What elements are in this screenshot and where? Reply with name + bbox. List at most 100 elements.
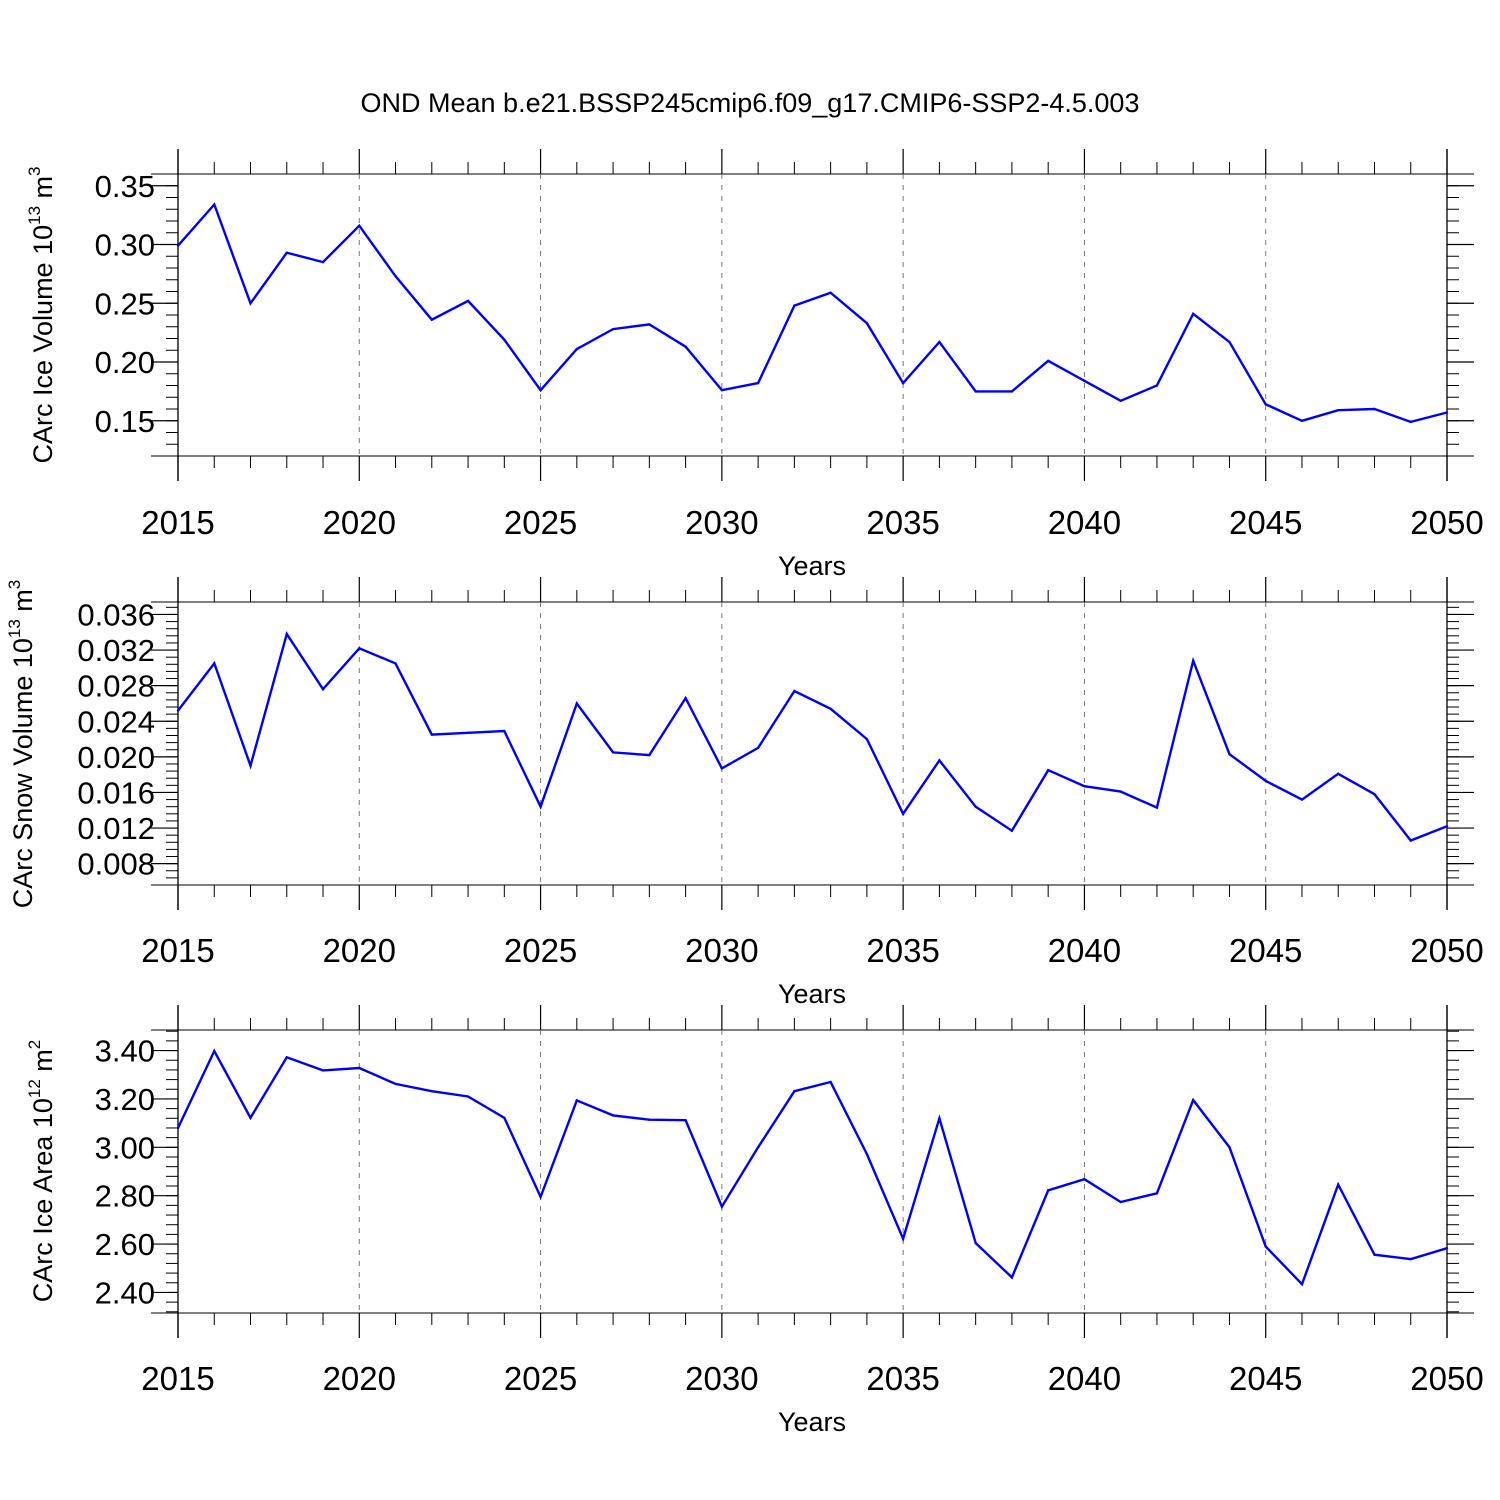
y-axis-label-prefix: CArc Snow Volume 10 xyxy=(8,638,38,908)
data-point xyxy=(648,1118,651,1121)
x-tick-label: 2015 xyxy=(141,504,214,541)
data-point xyxy=(1228,1146,1231,1149)
data-point xyxy=(249,1116,252,1120)
data-point xyxy=(1083,1178,1086,1181)
data-point xyxy=(1445,1246,1449,1250)
y-axis-label-unit-exponent: 3 xyxy=(5,580,24,589)
chart-panel-2: 2015 2020 2025 2030 2035 2040 2045 2050 Years 0.0… xyxy=(5,577,1484,1009)
y-tick-label: 0.024 xyxy=(77,704,155,739)
data-point xyxy=(1119,790,1122,793)
data-point xyxy=(394,1082,397,1086)
y-tick-label: 3.40 xyxy=(95,1034,155,1069)
data-point xyxy=(829,291,832,294)
data-point xyxy=(1046,768,1050,772)
data-point xyxy=(901,381,905,385)
data-point xyxy=(503,729,506,733)
data-point xyxy=(503,1116,506,1120)
data-point xyxy=(430,1089,433,1093)
x-tick-label: 2025 xyxy=(504,504,577,541)
x-tick-label: 2035 xyxy=(866,932,939,969)
data-point xyxy=(176,1126,180,1130)
y-tick-label: 0.008 xyxy=(77,847,155,882)
data-point xyxy=(684,696,687,700)
data-point xyxy=(611,751,615,754)
y-tick-label: 0.012 xyxy=(77,811,155,846)
x-tick-label: 2045 xyxy=(1229,504,1302,541)
x-axis-label: Years xyxy=(778,979,846,1009)
data-point xyxy=(176,709,180,712)
data-point xyxy=(756,1146,760,1149)
data-point xyxy=(249,764,252,767)
data-point xyxy=(720,389,724,392)
data-point xyxy=(249,302,252,305)
series-line-ice-area xyxy=(176,1048,1448,1287)
data-point xyxy=(648,323,651,326)
data-point xyxy=(865,322,869,325)
x-tick-label: 2040 xyxy=(1048,932,1121,969)
x-tick-label: 2035 xyxy=(866,504,939,541)
data-point xyxy=(285,1056,288,1059)
data-point xyxy=(1264,779,1267,783)
data-point xyxy=(1192,312,1195,316)
data-point xyxy=(321,688,325,691)
y-axis-label-prefix: CArc Ice Volume 10 xyxy=(28,225,58,464)
data-point xyxy=(938,340,941,344)
data-point xyxy=(539,805,542,808)
data-point xyxy=(1155,1192,1159,1195)
x-tick-label: 2025 xyxy=(504,932,577,969)
data-point xyxy=(1010,829,1014,832)
data-point xyxy=(1228,340,1231,344)
y-tick-label: 0.25 xyxy=(95,286,155,321)
data-point xyxy=(1300,798,1304,801)
x-tick-label: 2020 xyxy=(323,504,396,541)
data-point xyxy=(1046,359,1050,363)
x-axis-label: Years xyxy=(778,1407,846,1437)
data-point xyxy=(1192,1098,1195,1102)
data-point xyxy=(1264,403,1267,406)
y-tick-label: 0.032 xyxy=(77,633,155,668)
data-point xyxy=(1300,1283,1304,1286)
data-point xyxy=(466,1095,470,1098)
data-point xyxy=(213,662,216,665)
x-tick-label: 2040 xyxy=(1048,1360,1121,1397)
x-tick-label: 2045 xyxy=(1229,1360,1302,1397)
data-point xyxy=(1409,839,1412,842)
data-point xyxy=(974,390,977,393)
x-tick-label: 2030 xyxy=(685,932,758,969)
data-point xyxy=(901,812,905,816)
y-axis-label: CArc Ice Volume 1013 m3 xyxy=(25,166,58,463)
y-tick-label: 0.020 xyxy=(77,740,155,775)
data-point xyxy=(756,381,760,385)
x-tick-label: 2050 xyxy=(1410,504,1483,541)
data-point xyxy=(1119,399,1122,402)
data-point xyxy=(358,1066,361,1070)
data-point xyxy=(1337,408,1340,412)
data-point xyxy=(321,1069,325,1072)
data-point xyxy=(321,260,325,264)
data-point xyxy=(358,647,361,650)
data-point xyxy=(829,707,832,710)
y-axis-label-prefix: CArc Ice Area 10 xyxy=(28,1098,58,1302)
data-point xyxy=(1010,390,1014,393)
data-point xyxy=(793,1089,796,1093)
x-tick-label: 2045 xyxy=(1229,932,1302,969)
x-tick-label: 2040 xyxy=(1048,504,1121,541)
data-point xyxy=(1337,1183,1340,1186)
data-point xyxy=(1010,1276,1014,1279)
data-point xyxy=(1155,384,1159,387)
x-tick-label: 2050 xyxy=(1410,1360,1483,1397)
series-line-snow-volume xyxy=(177,631,1448,842)
data-point xyxy=(539,1195,542,1199)
data-point xyxy=(1409,1257,1412,1261)
data-point xyxy=(575,347,579,351)
data-point xyxy=(176,244,180,247)
x-tick-label: 2030 xyxy=(685,504,758,541)
y-tick-label: 0.036 xyxy=(77,597,155,632)
y-tick-label: 2.40 xyxy=(95,1275,155,1310)
data-point xyxy=(720,767,724,770)
data-point xyxy=(1046,1189,1050,1192)
y-axis-label-unit: m xyxy=(28,176,58,206)
data-point xyxy=(358,224,361,227)
y-tick-label: 0.30 xyxy=(95,228,155,263)
panels-container: 2015 2020 2025 2030 2035 2040 2045 2050 Years 0.1… xyxy=(5,149,1484,1437)
